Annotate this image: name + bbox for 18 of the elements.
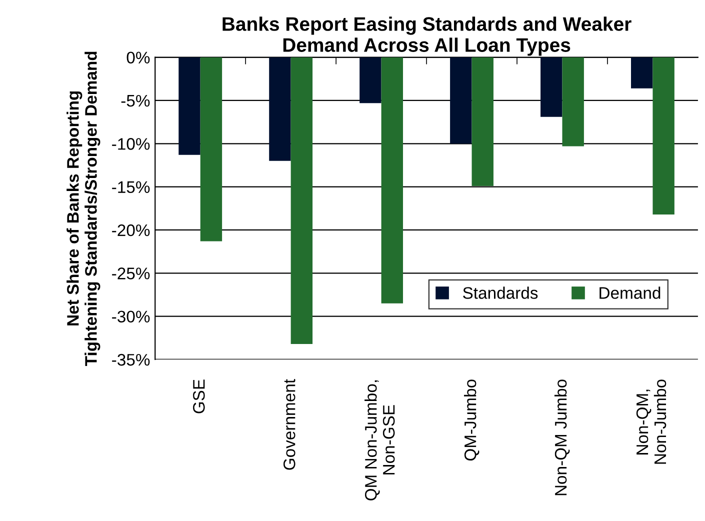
y-tick-label: -35%: [112, 354, 150, 366]
x-tick-label: QM Non-Jumbo, Non-GSE: [364, 380, 395, 500]
x-tick-label: QM-Jumbo: [464, 380, 480, 461]
y-tick-label: -5%: [121, 94, 150, 107]
y-tick-label: -20%: [112, 224, 150, 236]
x-tick-label: GSE: [193, 380, 205, 414]
y-tick-label: -10%: [112, 138, 150, 150]
x-tick-label: Non-QM, Non-Jumbo: [636, 380, 666, 464]
x-tick-label: Government: [283, 379, 296, 470]
y-tick-label: -25%: [112, 268, 150, 280]
chart-title: Banks Report Easing Standards and Weaker Demand Across All Loan Types: [222, 16, 632, 56]
y-axis-title: Net Share of Banks Reporting Tightening Standards/Stronger Demand: [66, 52, 100, 366]
legend-label: Standards: [463, 286, 538, 299]
y-tick-label: -30%: [112, 310, 150, 323]
legend-label: Demand: [600, 286, 660, 299]
y-tick-label: 0%: [126, 52, 150, 64]
x-tick-label: Non-QM Jumbo: [554, 380, 570, 496]
y-tick-label: -15%: [112, 181, 150, 194]
